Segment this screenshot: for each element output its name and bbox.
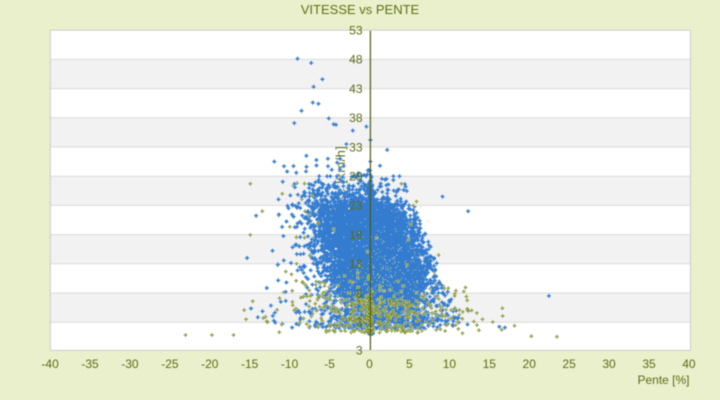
svg-text:3: 3	[356, 343, 363, 357]
svg-text:48: 48	[349, 53, 363, 67]
svg-text:-20: -20	[201, 357, 219, 371]
svg-text:15: 15	[483, 357, 497, 371]
svg-text:53: 53	[349, 24, 363, 38]
svg-text:18: 18	[349, 228, 363, 242]
svg-text:-40: -40	[41, 357, 59, 371]
svg-text:-5: -5	[324, 357, 335, 371]
svg-text:VITESSE vs PENTE: VITESSE vs PENTE	[301, 2, 420, 17]
svg-text:-15: -15	[241, 357, 259, 371]
svg-text:0: 0	[366, 357, 373, 371]
svg-text:5: 5	[406, 357, 413, 371]
svg-text:-10: -10	[281, 357, 299, 371]
svg-text:-30: -30	[121, 357, 139, 371]
svg-text:38: 38	[349, 111, 363, 125]
svg-text:Pente [%]: Pente [%]	[637, 373, 689, 387]
svg-text:28: 28	[349, 170, 363, 184]
svg-text:3: 3	[356, 316, 363, 330]
svg-text:-25: -25	[161, 357, 179, 371]
svg-text:10: 10	[443, 357, 457, 371]
svg-text:20: 20	[523, 357, 537, 371]
svg-text:30: 30	[602, 357, 616, 371]
svg-text:35: 35	[642, 357, 656, 371]
svg-text:23: 23	[349, 199, 363, 213]
svg-text:40: 40	[682, 357, 696, 371]
svg-text:13: 13	[349, 257, 363, 271]
svg-text:43: 43	[349, 82, 363, 96]
svg-text:33: 33	[349, 140, 363, 154]
svg-text:25: 25	[562, 357, 576, 371]
svg-text:-35: -35	[81, 357, 99, 371]
svg-text:8: 8	[356, 286, 363, 300]
